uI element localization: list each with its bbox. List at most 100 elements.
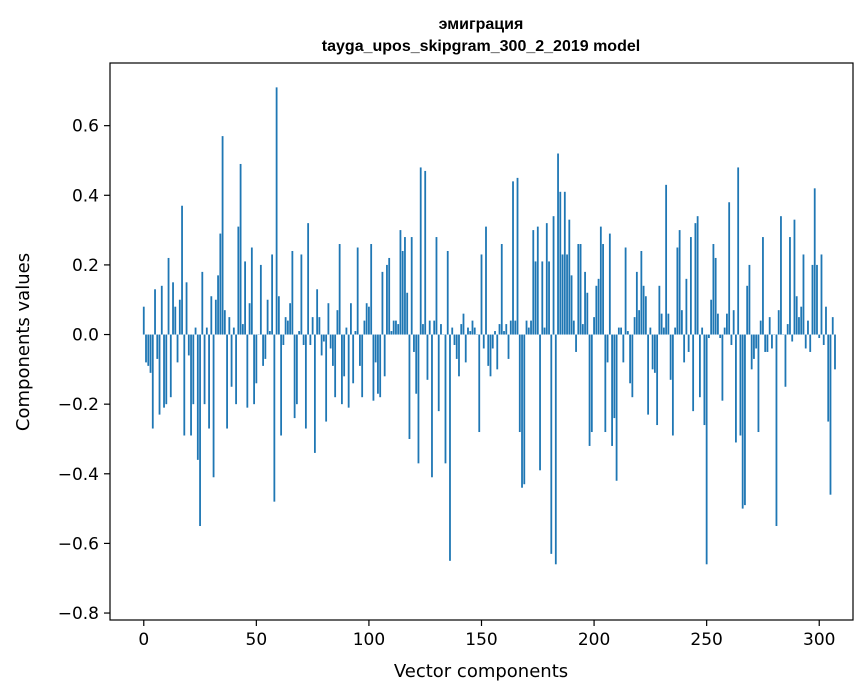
bar (154, 289, 156, 335)
bar (345, 327, 348, 335)
bar (568, 219, 571, 335)
bar (507, 334, 510, 359)
y-tick-label: 0.4 (72, 186, 99, 206)
bar (530, 320, 532, 335)
bar (640, 250, 643, 335)
bar (656, 334, 659, 426)
bar (352, 334, 355, 384)
bar (795, 296, 798, 335)
bar (536, 226, 539, 335)
bar (509, 320, 512, 335)
bar (807, 320, 809, 335)
bar (748, 264, 751, 335)
bar (410, 237, 413, 335)
bar (142, 306, 145, 335)
bar (361, 334, 364, 398)
bar (422, 324, 424, 335)
bar (341, 334, 343, 405)
bar (286, 320, 289, 335)
bar (302, 334, 305, 345)
bar (291, 250, 294, 335)
bar (766, 334, 769, 352)
bar (320, 334, 323, 356)
bar (563, 191, 566, 335)
y-tick-label: 0.0 (72, 326, 99, 346)
bar (597, 278, 600, 335)
bar (365, 303, 368, 335)
bar (395, 320, 397, 335)
bar (642, 285, 645, 335)
bar (325, 334, 328, 422)
bar (798, 317, 800, 335)
bar (514, 320, 517, 335)
bar (599, 226, 602, 335)
bar (228, 317, 231, 335)
bar (701, 327, 704, 335)
bar (804, 334, 807, 349)
chart-title-line2: tayga_upos_skipgram_300_2_2019 model (322, 38, 640, 55)
bar (786, 324, 789, 335)
bar (750, 334, 753, 370)
bar (338, 244, 341, 335)
y-tick-label: −0.8 (58, 604, 99, 624)
bar (419, 167, 422, 335)
bar (232, 327, 235, 335)
bar (471, 320, 474, 335)
bar (313, 334, 316, 453)
bar (595, 285, 598, 335)
bar (611, 334, 613, 446)
bar (593, 317, 595, 335)
bar (572, 320, 575, 335)
bar (304, 334, 307, 429)
bar (426, 334, 429, 380)
bar (566, 254, 568, 335)
bar (172, 282, 174, 335)
bar (579, 244, 582, 335)
bar (518, 334, 521, 433)
bar (744, 334, 746, 506)
bar (550, 334, 553, 554)
bar (831, 317, 834, 335)
bar (638, 310, 641, 335)
bar (759, 320, 762, 335)
bar (329, 334, 332, 349)
bar (322, 334, 325, 342)
bar (494, 331, 496, 335)
bar (496, 334, 499, 370)
bar (480, 254, 483, 335)
bar (626, 331, 629, 335)
bar (710, 299, 713, 335)
bar (208, 334, 210, 429)
bar (399, 230, 402, 335)
bar (728, 202, 731, 335)
bar (741, 334, 744, 509)
bar (449, 334, 451, 561)
y-tick-label: −0.2 (58, 395, 99, 415)
bar (548, 261, 550, 335)
bar (485, 226, 487, 335)
y-axis-ticks: −0.8 −0.6 −0.4 −0.2 0.0 0.2 0.4 0.6 (58, 117, 110, 624)
bar (183, 334, 186, 436)
bar (532, 230, 535, 335)
bar (732, 310, 735, 335)
bar (221, 136, 224, 335)
bar (145, 334, 147, 363)
bar (602, 244, 604, 335)
bar (802, 254, 805, 335)
bar (372, 334, 375, 401)
bar (165, 334, 168, 405)
bar (343, 334, 346, 377)
bar (163, 334, 165, 408)
bar (415, 334, 418, 394)
bar (259, 264, 262, 335)
bar (289, 303, 292, 335)
bar (482, 334, 485, 349)
x-tick-label: 50 (246, 630, 268, 650)
x-tick-label: 300 (803, 630, 835, 650)
bar (167, 257, 170, 335)
bar (350, 303, 352, 335)
bar (455, 334, 458, 359)
bar (230, 334, 233, 387)
bar (255, 334, 258, 384)
